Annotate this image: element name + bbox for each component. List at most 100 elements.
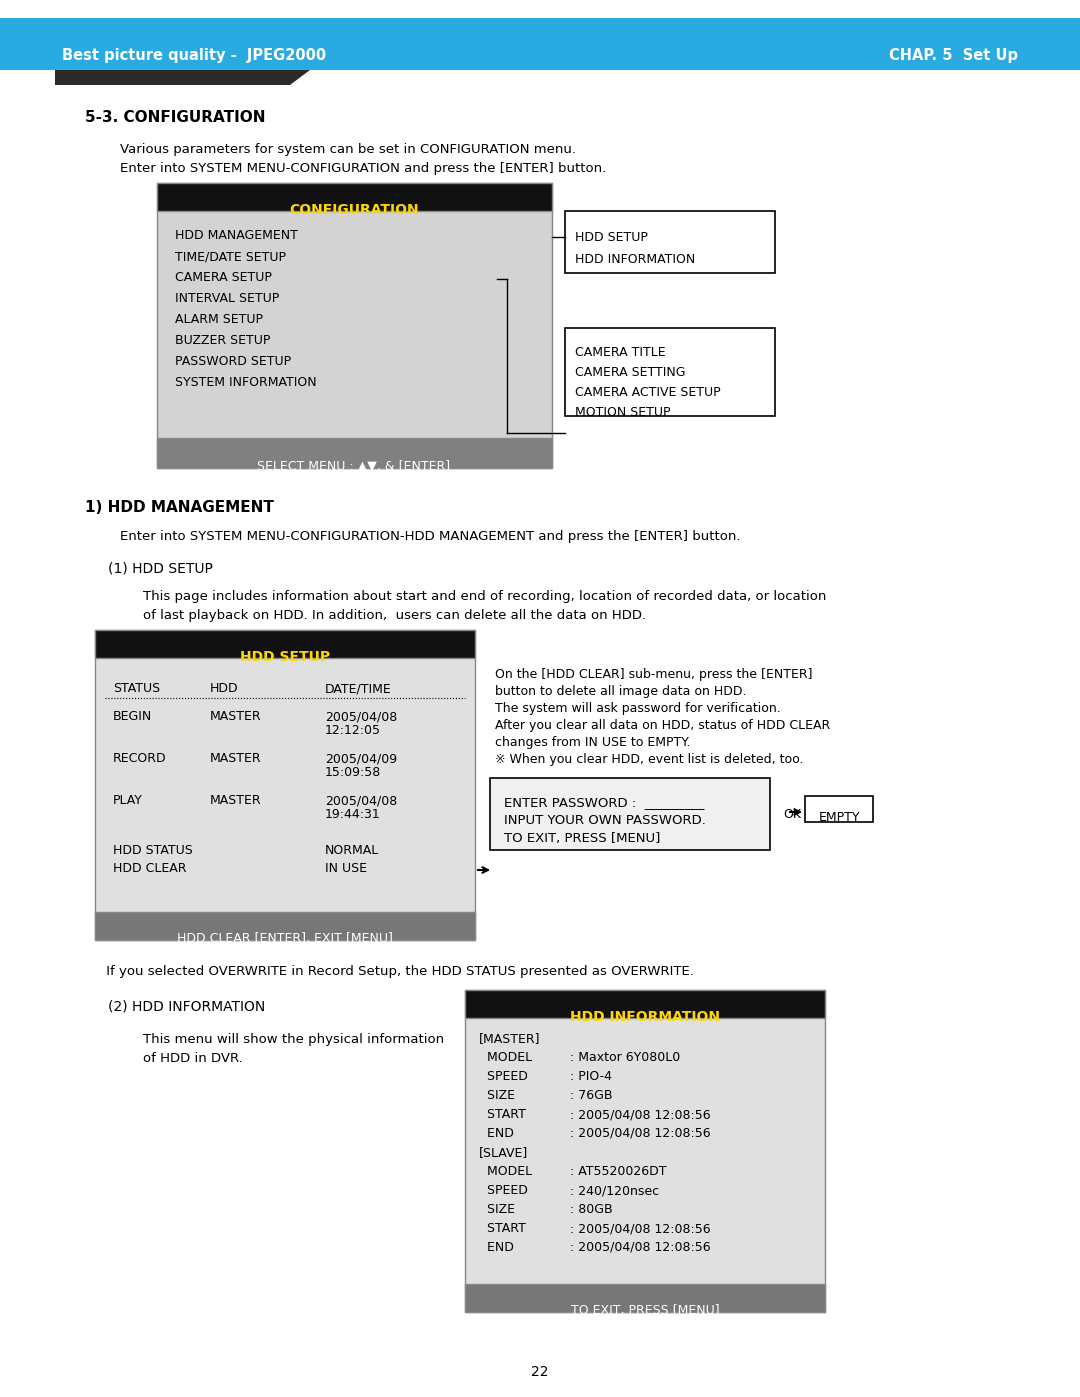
Bar xyxy=(95,912,475,940)
Text: BUZZER SETUP: BUZZER SETUP xyxy=(175,334,270,346)
Text: HDD CLEAR: HDD CLEAR xyxy=(113,862,187,875)
Text: : 2005/04/08 12:08:56: : 2005/04/08 12:08:56 xyxy=(570,1241,711,1255)
Text: ※ When you clear HDD, event list is deleted, too.: ※ When you clear HDD, event list is dele… xyxy=(495,753,804,766)
Bar xyxy=(565,211,775,272)
Bar xyxy=(157,183,552,468)
Text: : 76GB: : 76GB xyxy=(570,1090,612,1102)
Text: CHAP. 5  Set Up: CHAP. 5 Set Up xyxy=(889,47,1018,63)
Text: 15:09:58: 15:09:58 xyxy=(325,766,381,780)
Text: CONFIGURATION: CONFIGURATION xyxy=(289,203,419,217)
Text: EMPTY: EMPTY xyxy=(819,812,860,824)
Bar xyxy=(805,796,873,821)
Text: TO EXIT, PRESS [MENU]: TO EXIT, PRESS [MENU] xyxy=(504,833,660,845)
Text: HDD CLEAR [ENTER], EXIT [MENU]: HDD CLEAR [ENTER], EXIT [MENU] xyxy=(177,932,393,944)
Bar xyxy=(157,183,552,211)
Bar xyxy=(490,778,770,849)
Text: If you selected OVERWRITE in Record Setup, the HDD STATUS presented as OVERWRITE: If you selected OVERWRITE in Record Setu… xyxy=(85,965,693,978)
Text: : PIO-4: : PIO-4 xyxy=(570,1070,612,1083)
Text: of last playback on HDD. In addition,  users can delete all the data on HDD.: of last playback on HDD. In addition, us… xyxy=(143,609,646,622)
Text: ALARM SETUP: ALARM SETUP xyxy=(175,313,264,326)
Text: CAMERA SETTING: CAMERA SETTING xyxy=(575,366,686,379)
Text: MODEL: MODEL xyxy=(480,1165,532,1178)
Text: button to delete all image data on HDD.: button to delete all image data on HDD. xyxy=(495,685,746,698)
Text: TIME/DATE SETUP: TIME/DATE SETUP xyxy=(175,250,286,263)
Text: : 2005/04/08 12:08:56: : 2005/04/08 12:08:56 xyxy=(570,1108,711,1120)
Text: SIZE: SIZE xyxy=(480,1203,515,1215)
Text: NORMAL: NORMAL xyxy=(325,844,379,856)
Text: changes from IN USE to EMPTY.: changes from IN USE to EMPTY. xyxy=(495,736,690,749)
Text: 19:44:31: 19:44:31 xyxy=(325,807,381,821)
Text: : 240/120nsec: : 240/120nsec xyxy=(570,1185,659,1197)
Text: HDD SETUP: HDD SETUP xyxy=(240,650,330,664)
Text: SPEED: SPEED xyxy=(480,1070,528,1083)
Bar xyxy=(95,630,475,658)
Text: : 2005/04/08 12:08:56: : 2005/04/08 12:08:56 xyxy=(570,1222,711,1235)
Text: INTERVAL SETUP: INTERVAL SETUP xyxy=(175,292,280,305)
Text: END: END xyxy=(480,1241,514,1255)
Text: HDD STATUS: HDD STATUS xyxy=(113,844,192,856)
Text: This menu will show the physical information: This menu will show the physical informa… xyxy=(143,1032,444,1046)
Text: MOTION SETUP: MOTION SETUP xyxy=(575,407,671,419)
Polygon shape xyxy=(55,70,310,85)
Text: MASTER: MASTER xyxy=(210,793,261,807)
Text: SYSTEM INFORMATION: SYSTEM INFORMATION xyxy=(175,376,316,388)
Text: Various parameters for system can be set in CONFIGURATION menu.: Various parameters for system can be set… xyxy=(120,142,576,156)
Text: [SLAVE]: [SLAVE] xyxy=(480,1146,528,1160)
Bar xyxy=(0,18,1080,70)
Text: SELECT MENU : ▲▼, & [ENTER]: SELECT MENU : ▲▼, & [ENTER] xyxy=(257,460,450,472)
Bar xyxy=(157,439,552,468)
Text: BEGIN: BEGIN xyxy=(113,710,152,724)
Text: CAMERA ACTIVE SETUP: CAMERA ACTIVE SETUP xyxy=(575,386,720,400)
Bar xyxy=(465,990,825,1018)
Bar xyxy=(465,990,825,1312)
Text: HDD INFORMATION: HDD INFORMATION xyxy=(570,1010,720,1024)
Text: MASTER: MASTER xyxy=(210,752,261,766)
Text: On the [HDD CLEAR] sub-menu, press the [ENTER]: On the [HDD CLEAR] sub-menu, press the [… xyxy=(495,668,812,680)
Text: Enter into SYSTEM MENU-CONFIGURATION-HDD MANAGEMENT and press the [ENTER] button: Enter into SYSTEM MENU-CONFIGURATION-HDD… xyxy=(120,529,741,543)
Text: HDD INFORMATION: HDD INFORMATION xyxy=(575,253,696,265)
Bar xyxy=(565,328,775,416)
Text: START: START xyxy=(480,1108,526,1120)
Text: ENTER PASSWORD :  _________: ENTER PASSWORD : _________ xyxy=(504,796,704,809)
Text: Enter into SYSTEM MENU-CONFIGURATION and press the [ENTER] button.: Enter into SYSTEM MENU-CONFIGURATION and… xyxy=(120,162,606,175)
Text: HDD MANAGEMENT: HDD MANAGEMENT xyxy=(175,229,298,242)
Text: [MASTER]: [MASTER] xyxy=(480,1032,540,1045)
Text: SIZE: SIZE xyxy=(480,1090,515,1102)
Text: 2005/04/08: 2005/04/08 xyxy=(325,710,397,724)
Text: The system will ask password for verification.: The system will ask password for verific… xyxy=(495,703,781,715)
Text: : 2005/04/08 12:08:56: : 2005/04/08 12:08:56 xyxy=(570,1127,711,1140)
Text: OK: OK xyxy=(783,807,801,821)
Text: (1) HDD SETUP: (1) HDD SETUP xyxy=(108,562,213,576)
Text: RECORD: RECORD xyxy=(113,752,166,766)
Text: MASTER: MASTER xyxy=(210,710,261,724)
Bar xyxy=(465,1284,825,1312)
Text: 22: 22 xyxy=(531,1365,549,1379)
Text: 1) HDD MANAGEMENT: 1) HDD MANAGEMENT xyxy=(85,500,274,515)
Text: PASSWORD SETUP: PASSWORD SETUP xyxy=(175,355,292,367)
Text: After you clear all data on HDD, status of HDD CLEAR: After you clear all data on HDD, status … xyxy=(495,719,831,732)
Text: START: START xyxy=(480,1222,526,1235)
Text: CAMERA TITLE: CAMERA TITLE xyxy=(575,346,665,359)
Text: PLAY: PLAY xyxy=(113,793,143,807)
Text: Best picture quality -  JPEG2000: Best picture quality - JPEG2000 xyxy=(62,47,326,63)
Text: : Maxtor 6Y080L0: : Maxtor 6Y080L0 xyxy=(570,1051,680,1065)
Text: 2005/04/08: 2005/04/08 xyxy=(325,793,397,807)
Text: 2005/04/09: 2005/04/09 xyxy=(325,752,397,766)
Bar xyxy=(95,630,475,940)
Text: 5-3. CONFIGURATION: 5-3. CONFIGURATION xyxy=(85,110,266,124)
Text: TO EXIT, PRESS [MENU]: TO EXIT, PRESS [MENU] xyxy=(570,1303,719,1317)
Text: DATE/TIME: DATE/TIME xyxy=(325,682,392,694)
Text: (2) HDD INFORMATION: (2) HDD INFORMATION xyxy=(108,1000,266,1014)
Text: INPUT YOUR OWN PASSWORD.: INPUT YOUR OWN PASSWORD. xyxy=(504,814,706,827)
Text: 12:12:05: 12:12:05 xyxy=(325,724,381,738)
Text: SPEED: SPEED xyxy=(480,1185,528,1197)
Text: : 80GB: : 80GB xyxy=(570,1203,612,1215)
Text: CAMERA SETUP: CAMERA SETUP xyxy=(175,271,272,284)
Text: END: END xyxy=(480,1127,514,1140)
Text: MODEL: MODEL xyxy=(480,1051,532,1065)
Text: HDD SETUP: HDD SETUP xyxy=(575,231,648,244)
Text: : AT5520026DT: : AT5520026DT xyxy=(570,1165,666,1178)
Text: STATUS: STATUS xyxy=(113,682,160,694)
Text: HDD: HDD xyxy=(210,682,239,694)
Text: This page includes information about start and end of recording, location of rec: This page includes information about sta… xyxy=(143,590,826,604)
